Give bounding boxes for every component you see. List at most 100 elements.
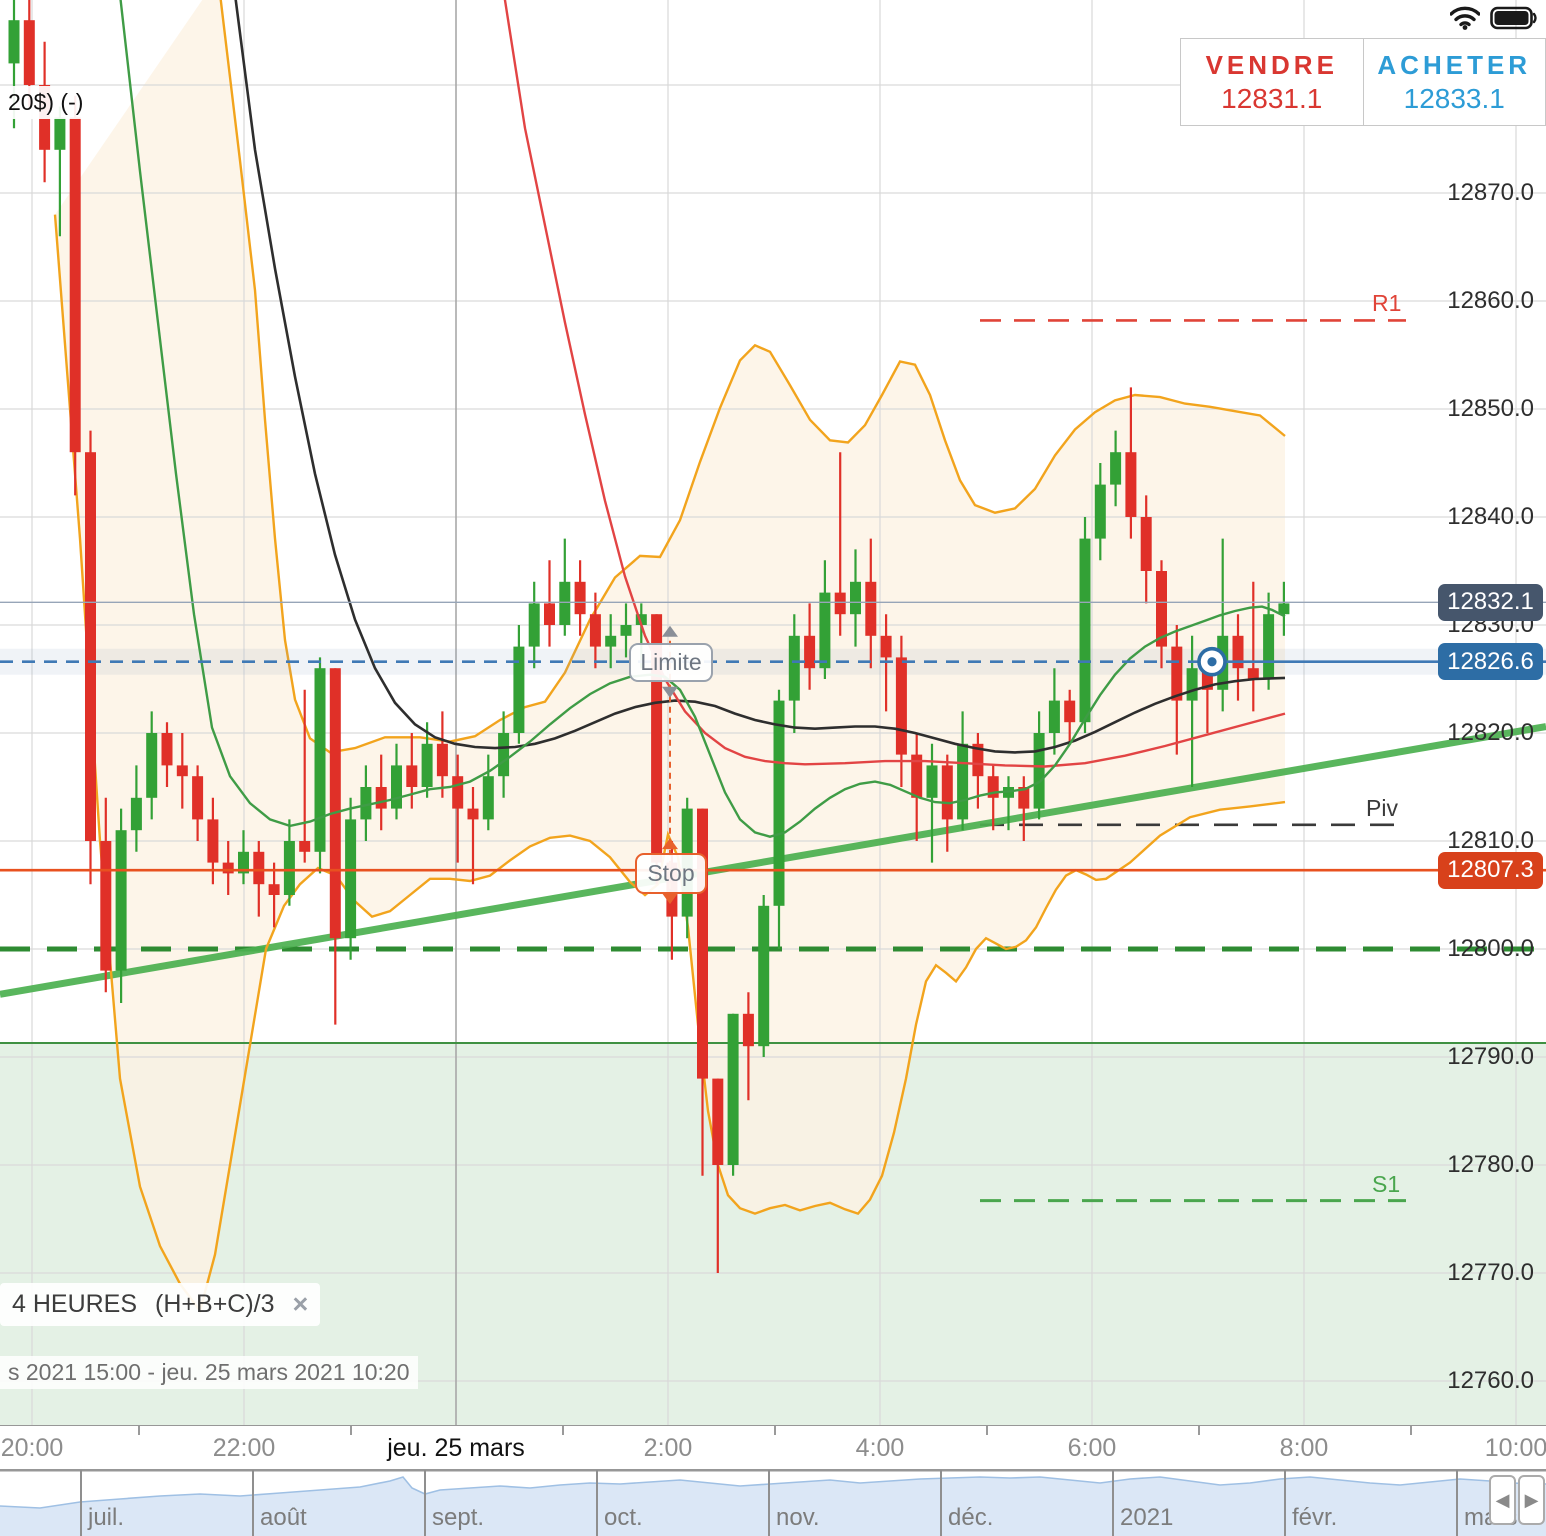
time-tick-label: 6:00 [1067,1434,1117,1462]
timeline-navigator[interactable]: juil.aoûtsept.oct.nov.déc.2021févr.mars … [0,1470,1546,1536]
navigator-month-divider [80,1470,82,1536]
candle-body [1171,646,1183,701]
scroll-right-button[interactable]: ▶ [1518,1475,1545,1525]
candle-body [498,733,510,777]
limit-drag-up-icon [662,625,678,637]
limit-order-handle[interactable]: Limite [629,643,713,682]
candle-body [54,117,66,150]
candle-body [146,733,158,798]
candle-body [115,830,127,971]
price-tick-label: 12860.0 [1447,287,1534,314]
candle-body [1263,614,1275,679]
navigator-month-divider [940,1470,942,1536]
candle-body [1247,668,1259,679]
stop-order-label: Stop [647,860,695,886]
candle-body [788,635,800,701]
ma-black [234,0,1286,754]
navigator-month-divider [252,1470,254,1536]
candle-body [1094,484,1106,539]
stop-drag-up-icon [662,838,678,850]
piv-label: Piv [1366,794,1398,821]
battery-icon [1490,6,1537,30]
price-tick-label: 12780.0 [1447,1151,1534,1178]
deal-ticket: VENDRE 12831.1 ACHETER 12833.1 [1180,38,1546,126]
navigator-month-label: sept. [432,1504,485,1531]
sell-button[interactable]: VENDRE 12831.1 [1181,39,1363,125]
candle-body [1110,452,1122,485]
candle-body [176,765,188,777]
candle-body [375,787,387,809]
time-tick-label: 22:00 [212,1434,276,1462]
minor-tick [774,1426,776,1435]
candle-body [635,614,647,625]
price-tick-label: 12790.0 [1447,1043,1534,1070]
price-tick-label: 12800.0 [1447,935,1534,962]
candle-body [513,646,525,733]
candle-body [1232,635,1244,669]
navigator-month-divider [424,1470,426,1536]
candle-body [758,905,770,1047]
instrument-name-partial: 20$) (-) [0,86,92,119]
candle-body [436,743,448,777]
candle-body [1018,787,1030,809]
limit-order-label: Limite [640,649,702,675]
time-tick-label: 8:00 [1279,1434,1329,1462]
navigator-month-label: juil. [88,1504,125,1531]
stop-price-badge: 12807.3 [1438,851,1543,889]
candle-body [283,841,295,895]
sell-label: VENDRE [1205,49,1338,80]
navigator-area-chart [0,1470,1546,1536]
candle-body [467,808,479,820]
candle-body [620,625,632,636]
candle-body [299,841,311,852]
candle-body [23,20,35,86]
navigator-area-fill [0,1477,1546,1536]
indicator-period: 4 HEURES [12,1290,138,1318]
stop-order-handle[interactable]: Stop [635,853,707,894]
navigator-month-label: oct. [604,1504,643,1531]
candle-body [69,117,81,453]
navigator-month-divider [1456,1470,1458,1536]
chevron-left-icon: ◀ [1495,1489,1510,1510]
indicator-chip: 4 HEURES (H+B+C)/3 × [0,1283,321,1326]
candle-body [544,603,555,625]
candle-body [360,787,372,820]
candle-body [314,668,326,852]
close-icon[interactable]: × [292,1289,309,1319]
candle-body [574,581,586,615]
candle-body [268,884,280,895]
candle-body [1079,538,1091,723]
navigator-month-divider [1284,1470,1286,1536]
candle-body [1125,452,1137,517]
day-tick-label: jeu. 25 mars [377,1434,535,1463]
trend-line [0,723,1546,998]
candle-body [697,808,708,1079]
candle-body [712,1078,724,1165]
limit-drag-down-icon [662,686,678,698]
candle-body [161,733,173,766]
navigator-month-divider [768,1470,770,1536]
price-tick-label: 12760.0 [1447,1367,1534,1394]
candle-body [253,851,265,885]
price-tick-label: 12810.0 [1447,827,1534,854]
chevron-right-icon: ▶ [1524,1489,1539,1510]
scroll-left-button[interactable]: ◀ [1489,1475,1516,1525]
candle-body [528,603,540,647]
candle-body [1156,571,1167,647]
price-tick-label: 12850.0 [1447,395,1534,422]
price-tick-label: 12820.0 [1447,719,1534,746]
time-tick-label: 2:00 [643,1434,693,1462]
navigator-month-divider [596,1470,598,1536]
time-tick-label: 10:00 [1484,1434,1546,1462]
price-chart[interactable] [0,0,1546,1425]
candle-body [972,743,984,777]
buy-button[interactable]: ACHETER 12833.1 [1362,39,1546,125]
candle-body [85,452,96,841]
candle-body [1064,700,1076,723]
price-tick-label: 12870.0 [1447,179,1534,206]
navigator-area-line [0,1476,1546,1509]
candle-body [727,1013,739,1165]
buy-label: ACHETER [1377,49,1532,80]
candle-body [911,754,923,798]
stop-drag-down-icon [662,893,678,905]
